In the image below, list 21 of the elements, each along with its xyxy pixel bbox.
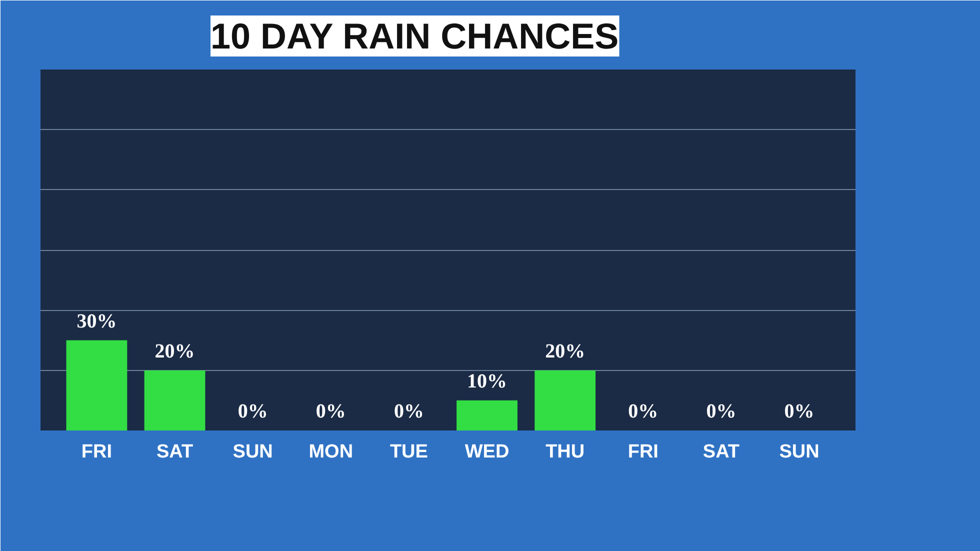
x-tick-label: SUN	[232, 442, 273, 462]
x-tick-label: SAT	[702, 442, 740, 462]
data-label: 30%	[76, 310, 117, 332]
chart-title: 10 DAY RAIN CHANCES	[210, 16, 619, 56]
x-tick-label: MON	[308, 442, 354, 462]
data-label: 0%	[394, 400, 424, 422]
data-label: 0%	[316, 400, 346, 422]
data-label: 0%	[238, 400, 268, 422]
data-label: 0%	[628, 400, 658, 422]
x-tick-label: FRI	[628, 442, 658, 462]
data-label: 10%	[467, 370, 508, 392]
x-tick-label: FRI	[81, 442, 112, 462]
data-label: 0%	[784, 400, 814, 422]
x-tick-label: SAT	[156, 442, 194, 462]
x-tick-label: SUN	[779, 442, 820, 462]
data-label: 0%	[706, 400, 736, 422]
x-tick-label: THU	[546, 442, 585, 462]
x-tick-label: TUE	[390, 442, 428, 462]
data-label: 20%	[545, 340, 586, 362]
x-tick-label: WED	[464, 442, 510, 462]
data-label: 20%	[154, 340, 195, 362]
